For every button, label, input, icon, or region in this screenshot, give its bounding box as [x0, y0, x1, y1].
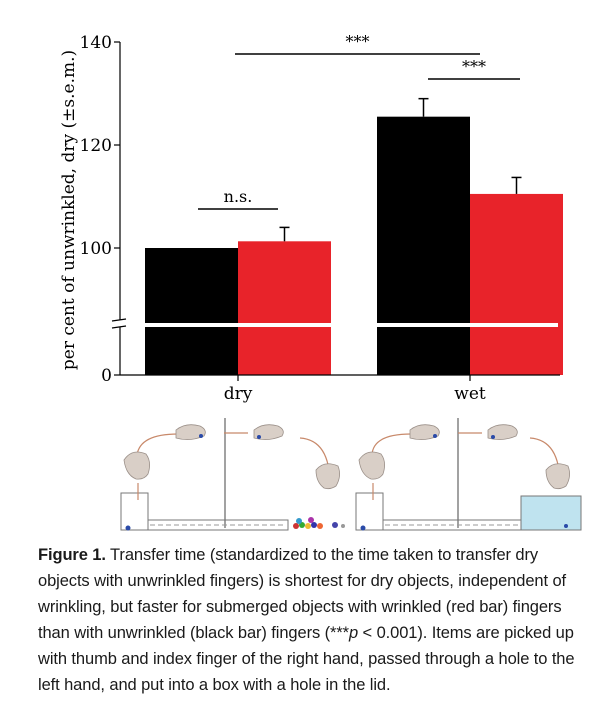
bar-dry-series1	[145, 248, 238, 375]
significance-label-1: n.s.	[224, 187, 253, 206]
figure-chart: 0 100 120 140 dry wet per cent of unwrinkled, …	[59, 32, 582, 531]
caption-text-before-p: Transfer time (standardized to the time …	[38, 546, 567, 642]
y-tick-label-100: 100	[80, 239, 112, 259]
x-tick-label-dry: dry	[224, 384, 253, 404]
x-tick-label-wet: wet	[454, 384, 486, 404]
marbles-dry	[293, 517, 345, 529]
wet-condition-illustration	[355, 418, 582, 531]
bar-plot: 0 100 120 140 dry wet per cent of unwrinkled, …	[59, 32, 563, 404]
figure-caption: Figure 1. Transfer time (standardized to…	[38, 542, 594, 698]
y-axis-label: per cent of unwrinkled, dry (±s.e.m.)	[59, 50, 79, 370]
bar-wet-series1	[377, 116, 470, 376]
caption-p-symbol: p	[348, 624, 359, 642]
caption-label: Figure 1.	[38, 546, 106, 564]
task-illustration	[120, 418, 582, 531]
significance-label-3: ***	[346, 32, 370, 51]
bar-dry-series2	[238, 241, 331, 375]
axis-break-mark-bottom	[111, 325, 127, 329]
significance-label-2: ***	[462, 57, 486, 76]
axis-break-mark-top	[111, 318, 127, 322]
dry-condition-illustration	[120, 418, 345, 531]
y-tick-label-120: 120	[80, 136, 112, 156]
bar-wet-series2	[470, 193, 563, 375]
y-tick-label-140: 140	[80, 33, 112, 53]
water-container	[520, 495, 582, 531]
y-tick-label-0: 0	[101, 366, 112, 386]
caption-text-after-p: < 0.001). Items are picked up with thumb…	[38, 624, 575, 694]
axis-break-band	[118, 323, 558, 327]
